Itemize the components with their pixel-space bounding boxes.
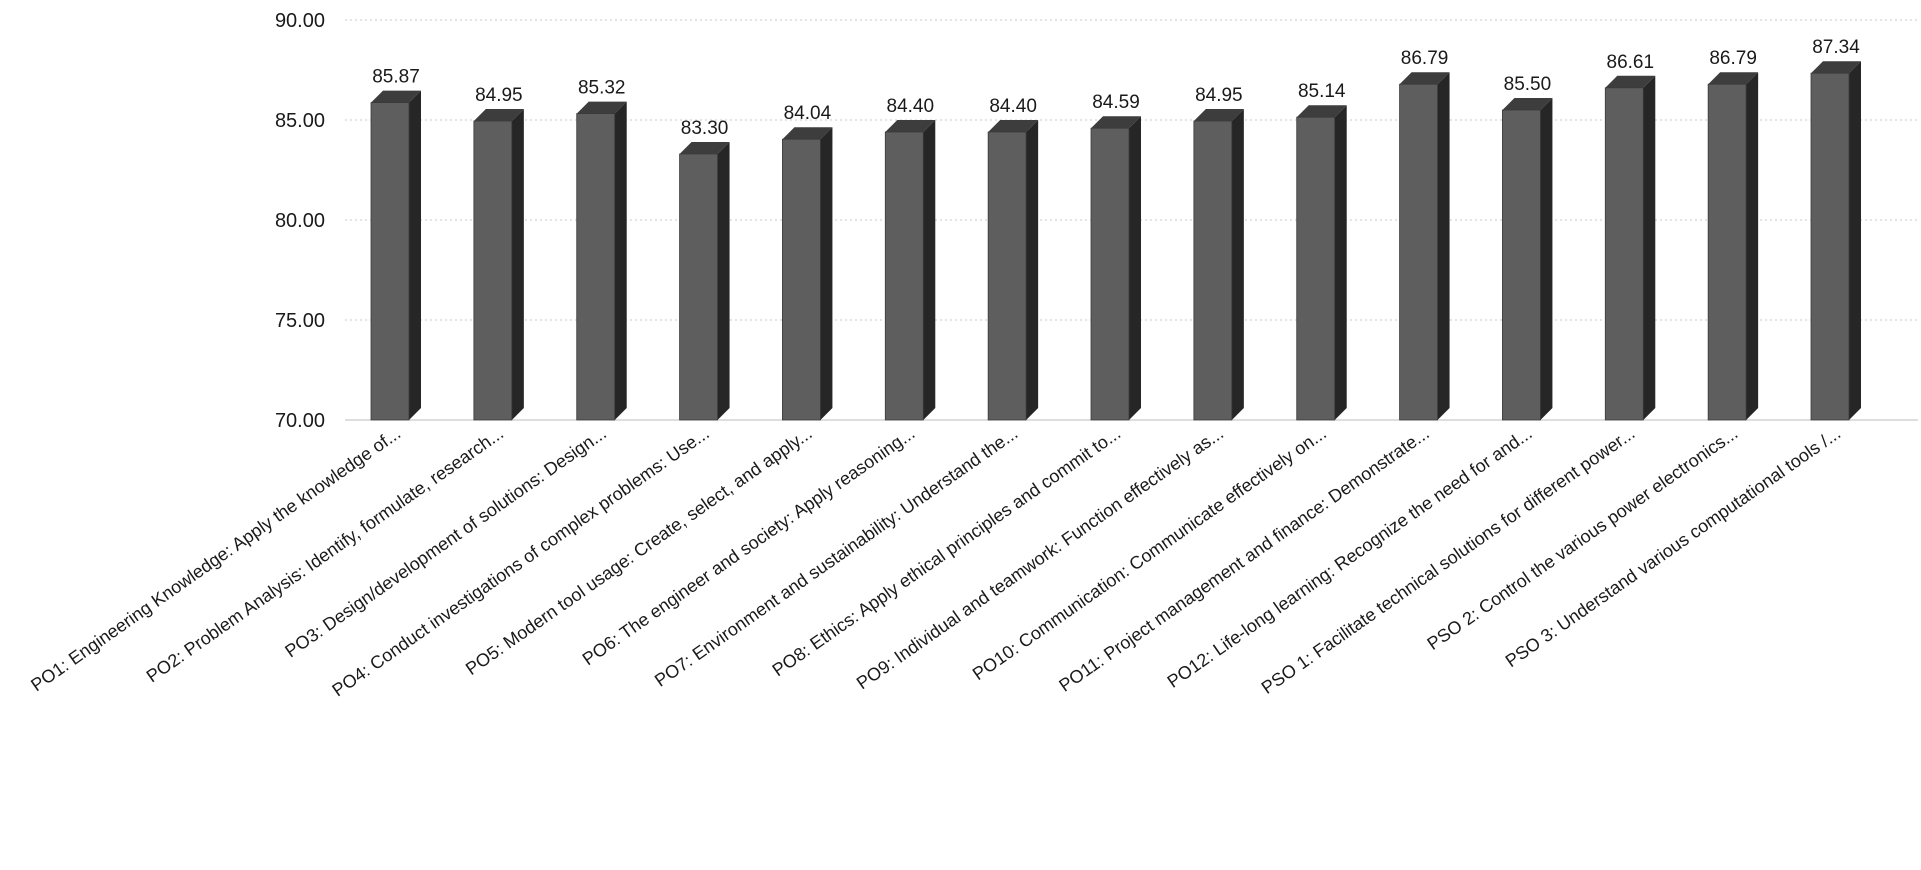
- x-tick-label: PO12: Life-long learning: Recognize the …: [1164, 423, 1536, 692]
- bar-side: [1643, 75, 1656, 421]
- bar: [1810, 72, 1850, 421]
- x-tick-label: PSO 1: Facilitate technical solutions fo…: [1258, 423, 1639, 698]
- bar: [1399, 83, 1438, 421]
- bar-top: [1502, 98, 1553, 110]
- bar-side: [1129, 116, 1141, 420]
- data-label: 84.95: [1195, 85, 1243, 106]
- bar-top: [1399, 72, 1450, 85]
- bar-side: [1849, 61, 1861, 420]
- bar-top: [1811, 61, 1861, 74]
- bar: [1604, 87, 1644, 421]
- data-label: 85.50: [1504, 74, 1552, 95]
- x-tick-label: PO9: Individual and teamwork: Function e…: [853, 423, 1227, 693]
- data-label: 84.59: [1092, 92, 1140, 113]
- x-tick-label: PO4: Conduct investigations of complex p…: [329, 423, 713, 700]
- data-label: 84.40: [887, 96, 935, 117]
- bar: [679, 153, 718, 421]
- bar-top: [679, 142, 730, 154]
- y-tick-label: 90.00: [275, 10, 325, 32]
- x-tick-label: PO11: Project management and finance: De…: [1055, 423, 1433, 696]
- bar-top: [371, 90, 421, 103]
- data-label: 85.14: [1298, 81, 1346, 102]
- bar-side: [409, 90, 421, 420]
- y-tick-label: 85.00: [275, 110, 325, 132]
- x-tick-label: PO10: Communication: Communicate effecti…: [969, 423, 1330, 684]
- y-tick-label: 80.00: [275, 210, 325, 232]
- bar-side: [511, 109, 524, 420]
- bar-side: [1334, 105, 1347, 420]
- data-label: 84.95: [475, 85, 523, 106]
- bar: [370, 102, 410, 421]
- data-label: 85.87: [372, 67, 420, 88]
- bar: [1707, 83, 1747, 421]
- bar: [1296, 116, 1336, 421]
- bar-top: [1296, 105, 1347, 118]
- bar-top: [885, 120, 936, 132]
- bar-top: [988, 120, 1039, 132]
- bar-top: [1605, 75, 1656, 88]
- x-tick-label: PO7: Environment and sustainability: Und…: [651, 423, 1021, 691]
- bar-top: [1091, 116, 1141, 129]
- bar-top: [1193, 109, 1244, 121]
- data-label: 84.40: [989, 96, 1037, 117]
- bar-side: [1231, 109, 1244, 420]
- bar: [782, 138, 821, 421]
- bar-top: [576, 101, 627, 114]
- bar-side: [1540, 98, 1553, 420]
- bar-side: [717, 142, 730, 420]
- bar-side: [1437, 72, 1450, 420]
- bar-side: [1746, 72, 1759, 420]
- bar: [987, 131, 1027, 421]
- bar-side: [923, 120, 936, 420]
- data-label: 87.34: [1812, 37, 1860, 58]
- x-tick-label: PO1: Engineering Knowledge: Apply the kn…: [27, 423, 404, 695]
- bar: [1193, 120, 1233, 421]
- bar: [884, 131, 924, 421]
- x-tick-label: PO2: Problem Analysis: Identify, formula…: [143, 423, 507, 687]
- x-tick-label: PO5: Modern tool usage: Create, select, …: [462, 423, 816, 679]
- data-label: 85.32: [578, 78, 626, 99]
- y-tick-label: 75.00: [275, 310, 325, 332]
- bar-side: [820, 127, 833, 420]
- bar-top: [1708, 72, 1759, 85]
- bar-top: [782, 127, 833, 140]
- bar: [576, 113, 616, 421]
- bar: [473, 120, 513, 421]
- bar-top: [473, 109, 524, 121]
- bar: [1502, 109, 1541, 421]
- x-tick-label: PO8: Ethics: Apply ethical principles an…: [769, 423, 1125, 680]
- data-label: 86.79: [1709, 48, 1757, 69]
- data-label: 86.61: [1607, 52, 1655, 73]
- data-label: 86.79: [1401, 48, 1449, 69]
- data-label: 83.30: [681, 118, 729, 139]
- bar-side: [614, 101, 627, 420]
- y-tick-label: 70.00: [275, 410, 325, 432]
- data-label: 84.04: [784, 103, 832, 124]
- bar: [1090, 127, 1130, 421]
- bar-side: [1026, 120, 1039, 420]
